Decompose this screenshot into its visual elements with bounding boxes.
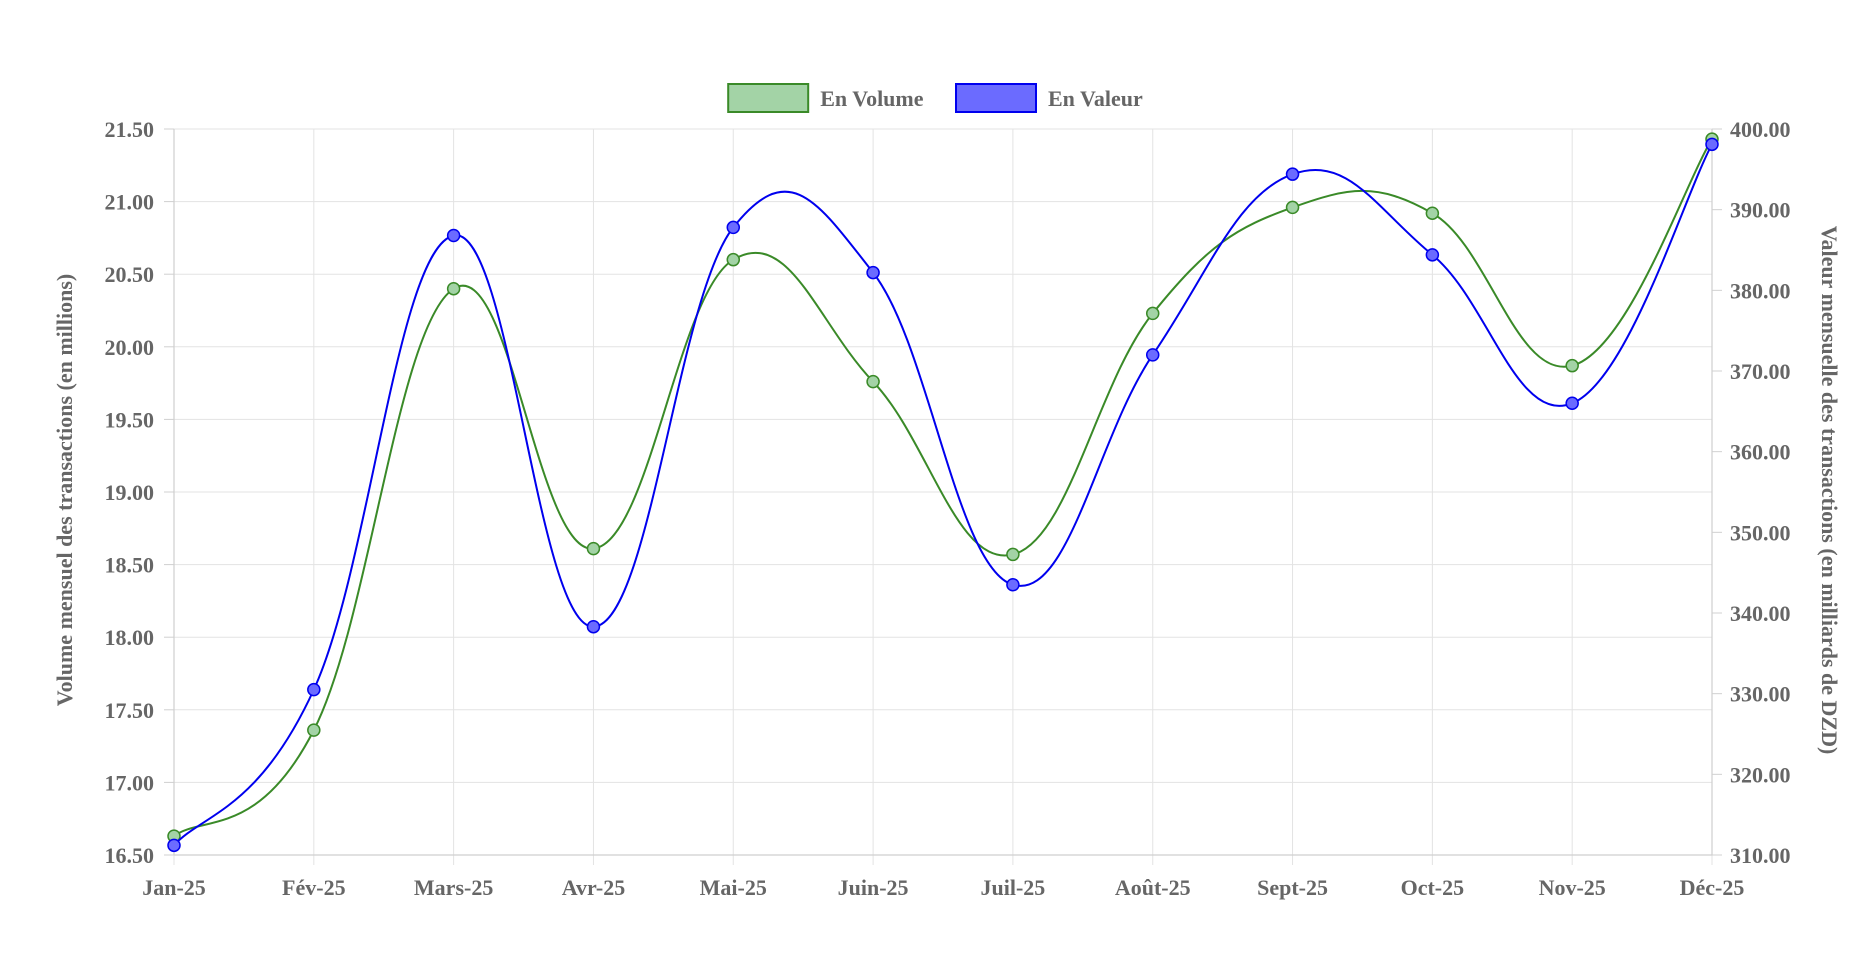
data-point-en-valeur[interactable] — [1006, 578, 1020, 592]
data-point-en-volume[interactable] — [726, 252, 741, 267]
x-tick-label: Déc-25 — [1680, 875, 1745, 900]
x-tick-label: Août-25 — [1115, 875, 1191, 900]
y-left-tick-label: 18.00 — [105, 625, 155, 650]
y-right-tick-label: 400.00 — [1730, 117, 1791, 142]
data-point-en-volume[interactable] — [1285, 200, 1300, 215]
y-axis-right-title: Valeur mensuelle des transactions (en mi… — [1817, 226, 1842, 755]
data-point-en-volume[interactable] — [1145, 306, 1160, 321]
data-point-en-valeur[interactable] — [1565, 396, 1579, 411]
axes-layer: 16.50 17.00 17.50 18.00 18.50 19.00 19.50 20.00… — [105, 117, 1791, 900]
y-right-tick-label: 320.00 — [1730, 762, 1791, 787]
legend-item-en-volume[interactable]: En Volume — [727, 83, 924, 113]
y-left-tick-label: 21.00 — [105, 190, 155, 215]
data-point-en-valeur[interactable] — [446, 228, 461, 243]
legend-label: En Volume — [820, 86, 924, 111]
x-tick-label: Nov-25 — [1539, 875, 1606, 900]
y-left-tick-label: 18.50 — [105, 553, 155, 578]
data-point-en-valeur[interactable] — [1705, 137, 1719, 152]
y-left-tick-label: 20.00 — [105, 335, 155, 360]
y-left-tick-label: 19.00 — [105, 480, 155, 505]
data-point-en-volume[interactable] — [586, 541, 601, 556]
series-line-en-volume — [173, 138, 1713, 837]
legend-label: En Valeur — [1048, 86, 1143, 111]
data-point-en-valeur[interactable] — [866, 265, 880, 280]
x-tick-label: Oct-25 — [1401, 875, 1465, 900]
data-point-en-volume[interactable] — [307, 723, 321, 737]
legend[interactable]: En Volume En Valeur — [727, 83, 1143, 113]
x-tick-label: Jan-25 — [142, 875, 206, 900]
data-point-en-valeur[interactable] — [726, 220, 741, 235]
y-left-tick-label: 17.50 — [105, 698, 155, 723]
x-tick-label: Mai-25 — [700, 875, 767, 900]
legend-swatch — [727, 83, 810, 113]
x-tick-label: Mars-25 — [414, 875, 493, 900]
y-right-tick-label: 310.00 — [1730, 843, 1791, 868]
x-tick-label: Sept-25 — [1257, 875, 1328, 900]
y-right-tick-label: 390.00 — [1730, 198, 1791, 223]
data-point-en-volume[interactable] — [1565, 358, 1579, 373]
data-point-en-valeur[interactable] — [586, 619, 601, 634]
data-point-en-valeur[interactable] — [1285, 167, 1300, 181]
y-right-tick-label: 370.00 — [1730, 359, 1791, 384]
data-point-en-valeur[interactable] — [1145, 348, 1160, 362]
y-left-tick-label: 17.00 — [105, 770, 155, 795]
y-left-tick-label: 20.50 — [105, 262, 155, 287]
y-right-tick-label: 330.00 — [1730, 682, 1791, 707]
data-point-en-valeur[interactable] — [1425, 248, 1440, 262]
series-layer — [167, 132, 1719, 853]
data-point-en-volume[interactable] — [446, 281, 461, 296]
data-point-en-valeur[interactable] — [167, 838, 181, 853]
data-point-en-volume[interactable] — [866, 374, 880, 389]
y-right-tick-label: 340.00 — [1730, 601, 1791, 626]
data-point-en-valeur[interactable] — [307, 682, 321, 697]
y-left-tick-label: 16.50 — [105, 843, 155, 868]
y-axis-left-title: Volume mensuel des transactions (en mill… — [52, 274, 77, 706]
legend-swatch — [955, 83, 1037, 113]
legend-item-en-valeur[interactable]: En Valeur — [955, 83, 1143, 113]
y-right-tick-label: 360.00 — [1730, 440, 1791, 465]
x-tick-label: Juil-25 — [981, 875, 1046, 900]
y-left-tick-label: 21.50 — [105, 117, 155, 142]
y-right-tick-label: 350.00 — [1730, 520, 1791, 545]
data-point-en-volume[interactable] — [1006, 547, 1020, 562]
x-tick-label: Avr-25 — [562, 875, 626, 900]
series-en-valeur — [167, 137, 1719, 853]
x-tick-label: Fév-25 — [282, 875, 346, 900]
x-tick-label: Juin-25 — [838, 875, 909, 900]
y-left-tick-label: 19.50 — [105, 407, 155, 432]
y-right-tick-label: 380.00 — [1730, 278, 1791, 303]
series-en-volume — [167, 132, 1719, 843]
data-point-en-volume[interactable] — [1425, 206, 1440, 220]
